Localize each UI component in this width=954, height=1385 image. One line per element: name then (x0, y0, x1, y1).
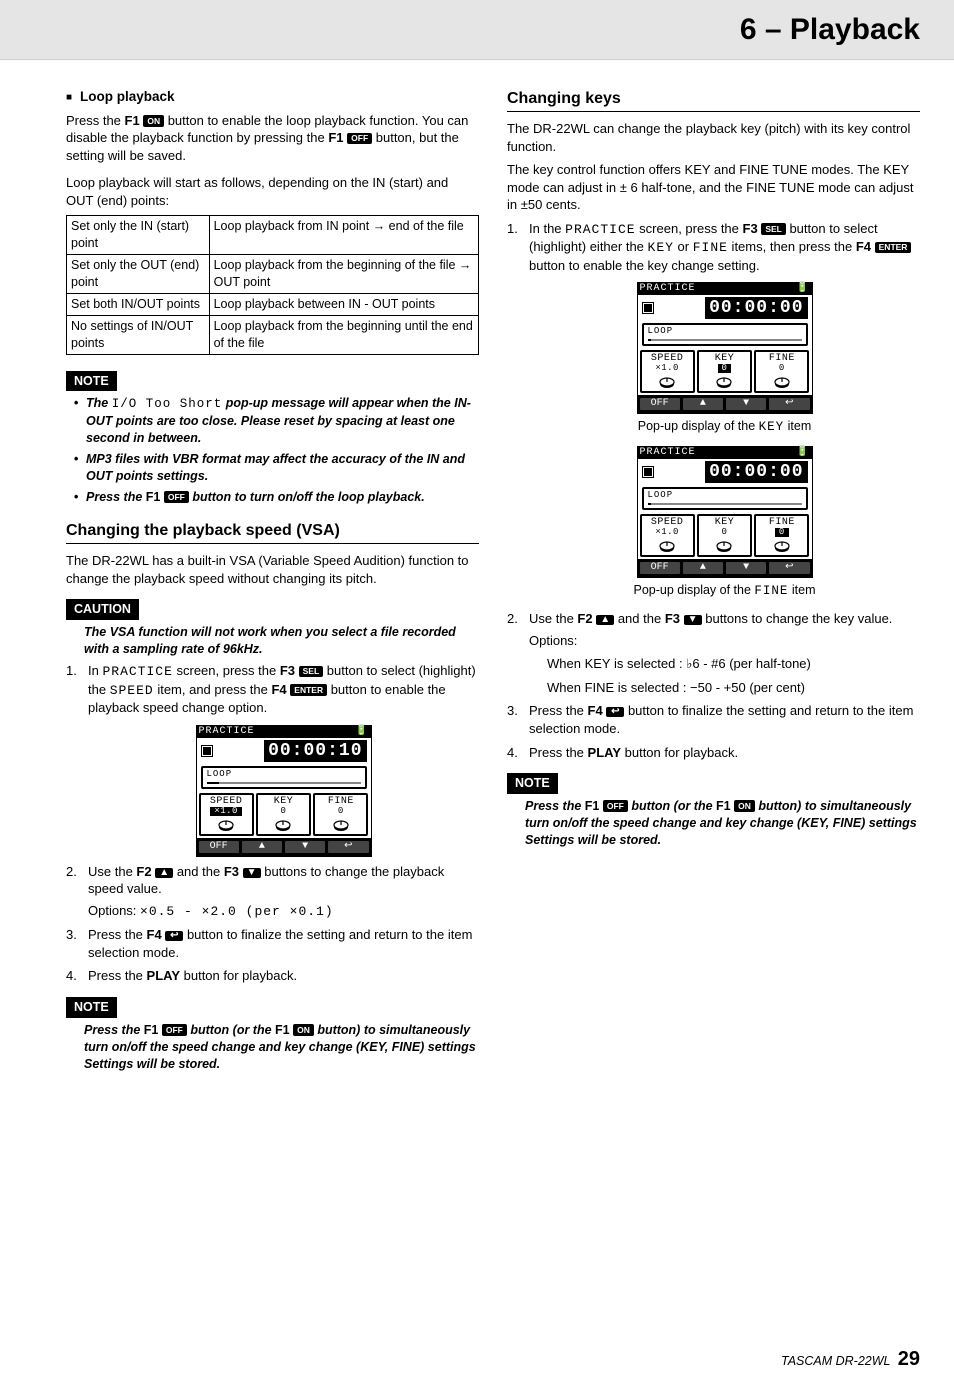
return-badge: ↩ (165, 931, 183, 941)
footer-brand: TASCAM DR-22WL (781, 1354, 890, 1368)
vsa-heading: Changing the playback speed (VSA) (66, 520, 479, 545)
return-badge: ↩ (606, 707, 624, 717)
chapter-header: 6 – Playback (0, 0, 954, 60)
footer-page: 29 (898, 1348, 920, 1370)
enter-badge: ENTER (290, 684, 327, 696)
lcd-caption-fine: Pop-up display of the FINE item (529, 582, 920, 600)
loop-heading: Loop playback (66, 88, 479, 106)
chapter-title: 6 – Playback (0, 10, 920, 51)
note-badge: NOTE (66, 997, 117, 1018)
off-badge: OFF (603, 800, 628, 812)
loop-p2: Loop playback will start as follows, dep… (66, 174, 479, 209)
off-badge: OFF (162, 1024, 187, 1036)
loop-p1: Press the F1 ON button to enable the loo… (66, 112, 479, 165)
keys-p2: The key control function offers KEY and … (507, 161, 920, 214)
lcd-fine: PRACTICE🔋00:00:00LOOPSPEED×1.0KEY0FINE0O… (529, 446, 920, 578)
lcd-caption-key: Pop-up display of the KEY item (529, 418, 920, 436)
note-badge: NOTE (507, 773, 558, 794)
down-badge: ▼ (684, 615, 702, 625)
loop-table: Set only the IN (start) pointLoop playba… (66, 215, 479, 354)
vsa-steps: In PRACTICE screen, press the F3 SEL but… (66, 662, 479, 985)
off-badge: OFF (347, 133, 372, 145)
sel-badge: SEL (299, 666, 324, 678)
off-badge: OFF (164, 491, 189, 503)
keys-heading: Changing keys (507, 88, 920, 113)
content-columns: Loop playback Press the F1 ON button to … (0, 60, 954, 1087)
caution-text: The VSA function will not work when you … (66, 624, 479, 658)
on-badge: ON (293, 1024, 314, 1036)
lcd-key: PRACTICE🔋00:00:00LOOPSPEED×1.0KEY0FINE0O… (529, 282, 920, 414)
page-footer: TASCAM DR-22WL 29 (0, 1346, 954, 1385)
loop-note-list: The I/O Too Short pop-up message will ap… (66, 395, 479, 505)
note-badge: NOTE (66, 371, 117, 392)
right-column: Changing keys The DR-22WL can change the… (507, 88, 920, 1077)
vsa-p1: The DR-22WL has a built-in VSA (Variable… (66, 552, 479, 587)
keys-p1: The DR-22WL can change the playback key … (507, 120, 920, 155)
on-badge: ON (143, 115, 164, 127)
keys-steps: In the PRACTICE screen, press the F3 SEL… (507, 220, 920, 761)
down-badge: ▼ (243, 868, 261, 878)
lcd-speed: PRACTICE🔋00:00:10LOOPSPEED×1.0KEY0FINE0O… (88, 725, 479, 857)
on-badge: ON (734, 800, 755, 812)
sel-badge: SEL (761, 223, 786, 235)
keys-note: Press the F1 OFF button (or the F1 ON bu… (507, 798, 920, 849)
left-column: Loop playback Press the F1 ON button to … (66, 88, 479, 1077)
up-badge: ▲ (596, 615, 614, 625)
up-badge: ▲ (155, 868, 173, 878)
caution-badge: CAUTION (66, 599, 139, 620)
vsa-note: Press the F1 OFF button (or the F1 ON bu… (66, 1022, 479, 1073)
enter-badge: ENTER (875, 242, 912, 254)
